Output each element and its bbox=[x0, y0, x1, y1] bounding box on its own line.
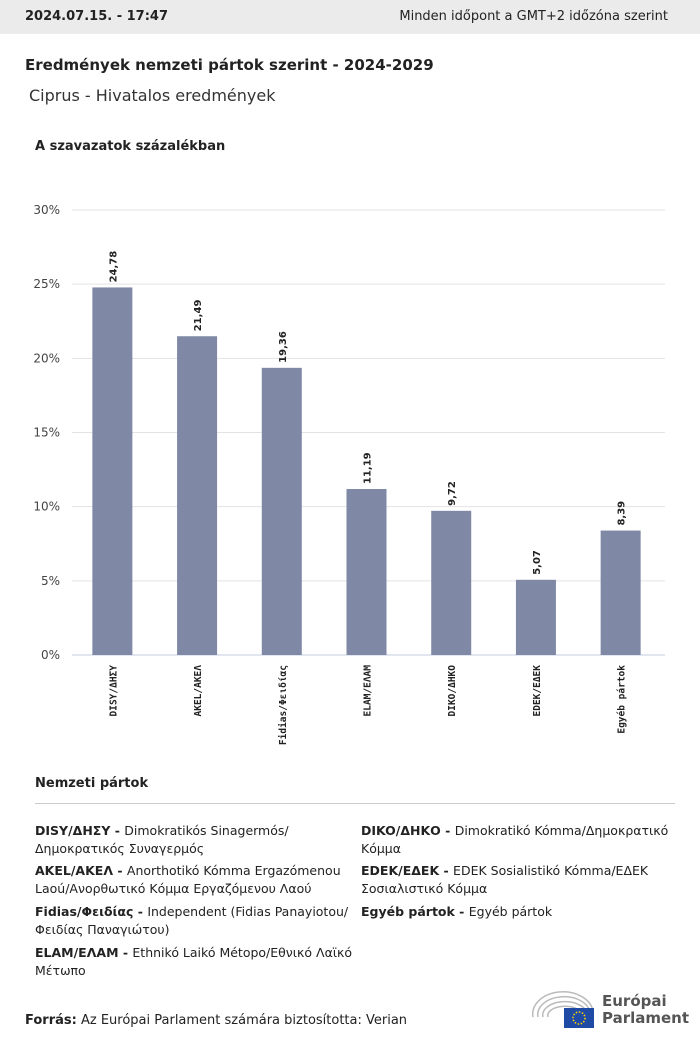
legend-item: ELAM/ΕΛΑΜ - Ethnikó Laikó Métopo/Εθνικό … bbox=[35, 944, 355, 980]
y-tick-label: 20% bbox=[33, 351, 60, 365]
page-subtitle: Ciprus - Hivatalos eredmények bbox=[29, 86, 276, 105]
timezone-note: Minden időpont a GMT+2 időzóna szerint bbox=[399, 9, 668, 24]
y-tick-label: 10% bbox=[33, 500, 60, 514]
x-tick-label: Fidias/Φειδίας bbox=[278, 665, 289, 745]
logo-line2: Parlament bbox=[602, 1009, 690, 1027]
x-tick-label: DIKO/ΔΗΚΟ bbox=[447, 665, 458, 717]
x-tick-label: EDEK/ΕΔΕΚ bbox=[532, 665, 543, 717]
source-label: Forrás: bbox=[25, 1013, 77, 1028]
logo-line1: Európai bbox=[602, 992, 667, 1010]
data-label: 21,49 bbox=[193, 300, 204, 332]
top-bar: 2024.07.15. - 17:47 Minden időpont a GMT… bbox=[0, 0, 700, 34]
data-label: 5,07 bbox=[532, 550, 543, 575]
x-tick-label: Egyéb pártok bbox=[617, 665, 628, 734]
legend-item: EDEK/ΕΔΕΚ - EDEK Sosialistikó Kómma/ΕΔΕΚ… bbox=[361, 862, 681, 898]
x-tick-label: DISY/ΔΗΣΥ bbox=[108, 665, 119, 717]
legend-abbr: EDEK/ΕΔΕΚ - bbox=[361, 863, 454, 878]
data-label: 8,39 bbox=[617, 501, 628, 526]
source-text: Az Európai Parlament számára biztosított… bbox=[80, 1013, 408, 1028]
bar bbox=[431, 510, 472, 655]
hemicycle-icon bbox=[531, 991, 594, 1028]
legend-name: Anorthotikó Kómma Ergazómenou Laoú/Ανορθ… bbox=[35, 863, 341, 896]
x-tick-label: AKEL/ΑΚΕΛ bbox=[193, 665, 204, 717]
legend-item: DISY/ΔΗΣΥ - Dimokratikós Sinagermós/ Δημ… bbox=[35, 822, 355, 858]
european-parliament-logo: Európai Parlament bbox=[530, 991, 689, 1031]
legend-name: Egyéb pártok bbox=[468, 904, 553, 919]
legend-item: Fidias/Φειδίας - Independent (Fidias Pan… bbox=[35, 903, 355, 939]
legend-abbr: DISY/ΔΗΣΥ - bbox=[35, 823, 125, 838]
bar bbox=[177, 336, 218, 655]
legend-title: Nemzeti pártok bbox=[35, 776, 149, 791]
legend-abbr: AKEL/ΑΚΕΛ - bbox=[35, 863, 127, 878]
legend-abbr: Egyéb pártok - bbox=[361, 904, 469, 919]
legend-name: Dimokratikó Kómma/Δημοκρατικό Κόμμα bbox=[361, 823, 669, 856]
bar bbox=[515, 579, 556, 655]
legend-name: Independent (Fidias Panayiotou/ Φειδίας … bbox=[35, 904, 349, 937]
timestamp: 2024.07.15. - 17:47 bbox=[25, 9, 169, 24]
data-label: 11,19 bbox=[363, 452, 374, 484]
source: Forrás: Az Európai Parlament számára biz… bbox=[25, 1013, 407, 1028]
legend-item: DIKO/ΔΗΚΟ - Dimokratikó Kómma/Δημοκρατικ… bbox=[361, 822, 681, 858]
data-label: 24,78 bbox=[108, 251, 119, 283]
bar-chart: 0% 5% 10% 15% 20% 25% 30% 24,78 DISY/ΔΗΣΥ 21,49 AK… bbox=[33, 203, 665, 745]
bar bbox=[600, 530, 641, 655]
legend-abbr: ELAM/ΕΛΑΜ - bbox=[35, 945, 133, 960]
legend-name: Ethnikó Laikó Métopo/Εθνικό Λαϊκό Μέτωπο bbox=[35, 945, 353, 978]
page-title: Eredmények nemzeti pártok szerint - 2024… bbox=[25, 56, 434, 74]
legend-abbr: Fidias/Φειδίας - bbox=[35, 904, 148, 919]
data-label: 9,72 bbox=[447, 481, 458, 506]
legend-name: EDEK Sosialistikó Kómma/ΕΔΕΚ Σοσιαλιστικ… bbox=[361, 863, 649, 896]
bar bbox=[261, 367, 302, 655]
y-axis-label: A szavazatok százalékban bbox=[35, 139, 226, 154]
y-tick-label: 0% bbox=[41, 648, 60, 662]
bar bbox=[346, 489, 387, 655]
legend-item: Egyéb pártok - Egyéb pártok bbox=[361, 903, 681, 921]
bar bbox=[92, 287, 133, 655]
legend-abbr: DIKO/ΔΗΚΟ - bbox=[361, 823, 455, 838]
y-tick-label: 25% bbox=[33, 277, 60, 291]
y-tick-label: 30% bbox=[33, 203, 60, 217]
data-label: 19,36 bbox=[278, 331, 289, 363]
y-tick-label: 5% bbox=[41, 574, 60, 588]
legend-item: AKEL/ΑΚΕΛ - Anorthotikó Kómma Ergazómeno… bbox=[35, 862, 355, 898]
y-tick-label: 15% bbox=[33, 426, 60, 440]
legend-name: Dimokratikós Sinagermós/ Δημοκρατικός Συ… bbox=[35, 823, 289, 856]
legend-divider bbox=[35, 803, 675, 804]
x-tick-label: ELAM/ΕΛΑΜ bbox=[363, 665, 374, 717]
